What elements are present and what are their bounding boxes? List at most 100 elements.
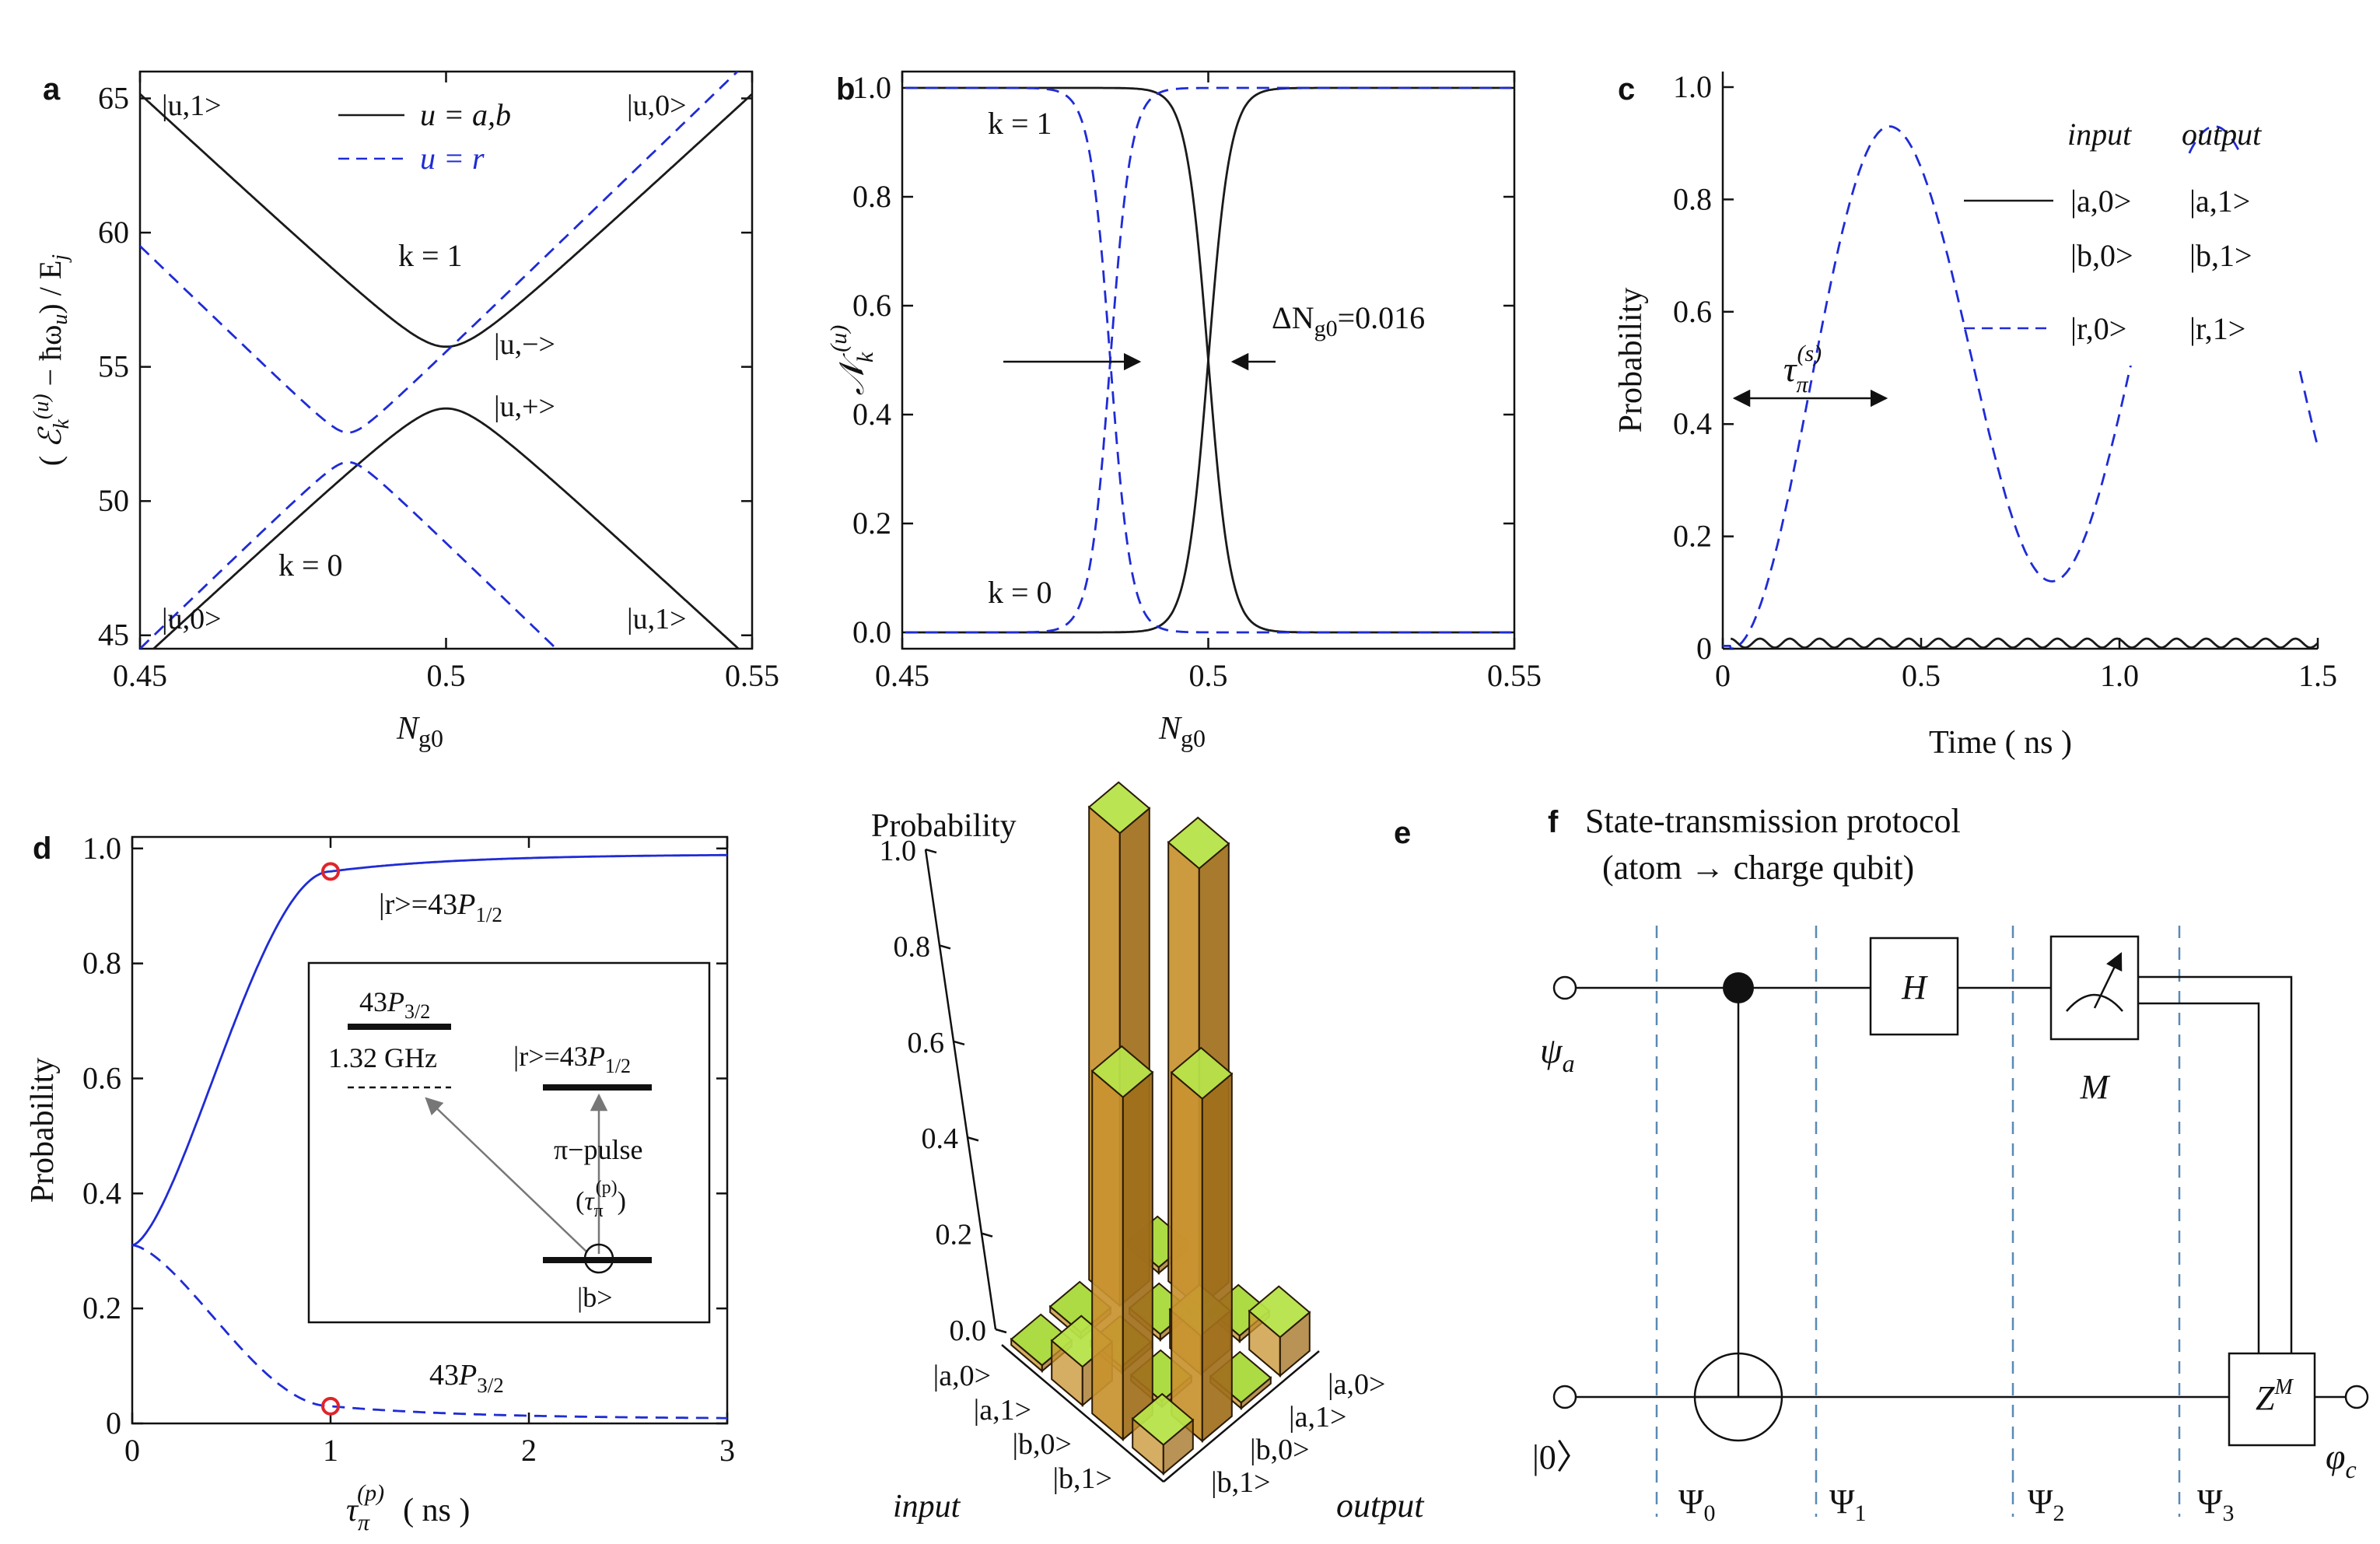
output-state-label: |a,1> xyxy=(1289,1401,1346,1434)
bar-2-3-face-left xyxy=(1091,1069,1124,1441)
z-tick xyxy=(967,1136,979,1142)
bar-0-1-top xyxy=(1087,781,1151,835)
legend-c-output-header: output xyxy=(2182,117,2262,152)
legend-label-dashed: u = r xyxy=(420,141,485,176)
panel-c: c 0 0.5 1.0 1.5 0 0.2 0.4 0.6 0.8 1.0 input outpu… xyxy=(1613,69,2337,761)
curve-a-3 xyxy=(140,460,558,649)
y-tick-label: 60 xyxy=(98,215,129,250)
xlabel-d: τπ(p)( ns ) xyxy=(346,1480,470,1535)
inset-arrow-diag xyxy=(425,1097,588,1253)
curve-a-1 xyxy=(152,407,740,649)
annot-c-tau: τπ(s) xyxy=(1783,341,1822,397)
y-tick-label: 65 xyxy=(98,81,129,116)
legend-c-row1-in: |a,0> xyxy=(2070,184,2131,219)
marker-d-0 xyxy=(321,862,340,881)
annot-a-uminus: |u,−> xyxy=(494,328,555,361)
panel-label-a: a xyxy=(43,72,61,107)
curves-a xyxy=(140,72,752,649)
legend-c-row2-in: |b,0> xyxy=(2070,238,2133,273)
y-tick-label: 0.6 xyxy=(852,288,891,323)
axis-label-input: input xyxy=(893,1489,961,1525)
label-d-p32: 43P3/2 xyxy=(429,1359,504,1397)
label-d-r: |r>=43P1/2 xyxy=(379,888,502,926)
bar-3-2-face-right xyxy=(1201,1072,1233,1443)
input-state-label: |a,1> xyxy=(974,1394,1031,1427)
legend-c-input-header: input xyxy=(2067,117,2132,152)
curve-b-2 xyxy=(905,86,1512,634)
panel-f-title: State-transmission protocol xyxy=(1585,802,1961,840)
annot-a-k0: k = 0 xyxy=(278,548,343,583)
x-tick-label: 0.45 xyxy=(113,658,167,693)
curve-b-3 xyxy=(905,86,1512,634)
bar-3-0 xyxy=(1248,1285,1311,1378)
inset-freq: 1.32 GHz xyxy=(328,1042,437,1073)
xlabel-a: Ng0 xyxy=(396,711,443,752)
curve-b-1 xyxy=(905,86,1512,634)
curves-a-clipped xyxy=(140,72,752,649)
panel-f-subtitle: (atom → charge qubit) xyxy=(1602,849,1914,887)
label-phi-c: φc xyxy=(2326,1437,2357,1483)
panel-a: a 0.45 0.5 0.55 45 50 55 60 65 u = a,b u = r |u… xyxy=(30,70,779,752)
cnot-control-dot xyxy=(1723,972,1754,1003)
input-node-top xyxy=(1552,975,1577,1000)
meter-needle xyxy=(2093,951,2123,1009)
curve-c-solid xyxy=(1730,637,2319,649)
y-tick-label: 0 xyxy=(1696,631,1712,666)
ticks-d: 0 1 2 3 0 0.2 0.4 0.6 0.8 1.0 xyxy=(82,831,735,1468)
label-ket0: |0〉 xyxy=(1532,1438,1591,1476)
bar-2-3-top xyxy=(1090,1045,1154,1098)
y-tick-label: 55 xyxy=(98,349,129,384)
panel-e: e 0.00.20.40.60.81.0|b,1>|b,0>|a,1>|a,0>… xyxy=(871,781,1425,1525)
gate-h-label: H xyxy=(1901,968,1928,1007)
x-tick-label: 0.5 xyxy=(1902,658,1941,693)
ylabel-c: Probability xyxy=(1613,288,1649,433)
annot-a-u1-left: |u,1> xyxy=(162,89,222,122)
y-tick-label: 0.6 xyxy=(1673,294,1712,329)
curves-d xyxy=(131,853,727,1420)
annot-a-u0-right: |u,0> xyxy=(627,89,687,122)
input-node-bottom xyxy=(1552,1385,1577,1409)
z-tick-label: 0.6 xyxy=(908,1027,945,1059)
input-state-label: |b,1> xyxy=(1052,1462,1112,1495)
marker-d-1 xyxy=(321,1396,340,1416)
bar-2-3 xyxy=(1090,1045,1154,1441)
annot-b-deltaN: ΔNg0=0.016 xyxy=(1272,300,1425,341)
x-tick-label: 0 xyxy=(1715,658,1731,693)
annot-a-u0-left: |u,0> xyxy=(162,603,222,635)
plot-frame-d xyxy=(131,835,729,1425)
classical-wire-inner xyxy=(2138,1002,2260,1353)
legend-label-solid: u = a,b xyxy=(420,97,511,132)
inset-r-label: |r>=43P1/2 xyxy=(513,1041,631,1077)
panel-label-e: e xyxy=(1394,816,1411,850)
z-tick-label: 0.8 xyxy=(894,930,931,963)
z-tick-label: 0.2 xyxy=(936,1219,973,1252)
x-tick-label: 0.45 xyxy=(875,658,929,693)
annot-b-k0: k = 0 xyxy=(988,575,1052,610)
panel-f: f State-transmission protocol (atom → ch… xyxy=(1532,802,2369,1526)
axis-label-output: output xyxy=(1336,1486,1425,1525)
inset-atom-circle xyxy=(583,1243,614,1274)
meter-arc xyxy=(2066,993,2123,1012)
x-tick-label: 0.5 xyxy=(1189,658,1228,693)
meter-box xyxy=(2049,935,2140,1041)
ylabel-a: ( ℰk(u) − ħωu) / Ej xyxy=(30,254,74,466)
annot-a-u1-right: |u,1> xyxy=(627,603,687,635)
x-tick-label: 1.5 xyxy=(2298,658,2337,693)
stage-label-0: Ψ0 xyxy=(1678,1483,1715,1526)
bar-3-0-top xyxy=(1248,1285,1311,1339)
y-tick-label: 1.0 xyxy=(82,831,121,866)
legend-c-row2-out: |b,1> xyxy=(2189,238,2252,273)
y-tick-label: 0.4 xyxy=(82,1175,121,1210)
panel-d: d 0 1 2 3 0 0.2 0.4 0.6 0.8 1.0 |r>=43P1/2 43P3/2… xyxy=(25,831,735,1535)
z-tick xyxy=(981,1232,993,1238)
ylabel-d: Probability xyxy=(25,1058,61,1203)
panel-label-c: c xyxy=(1618,72,1635,107)
y-tick-label: 0.8 xyxy=(82,946,121,981)
y-tick-label: 45 xyxy=(98,618,129,653)
floor-axis-input xyxy=(1001,1344,1164,1483)
meter-label: M xyxy=(2080,1068,2111,1106)
floor-axis-output xyxy=(1163,1350,1320,1483)
output-node xyxy=(2344,1385,2369,1409)
y-tick-label: 0.2 xyxy=(852,506,891,541)
